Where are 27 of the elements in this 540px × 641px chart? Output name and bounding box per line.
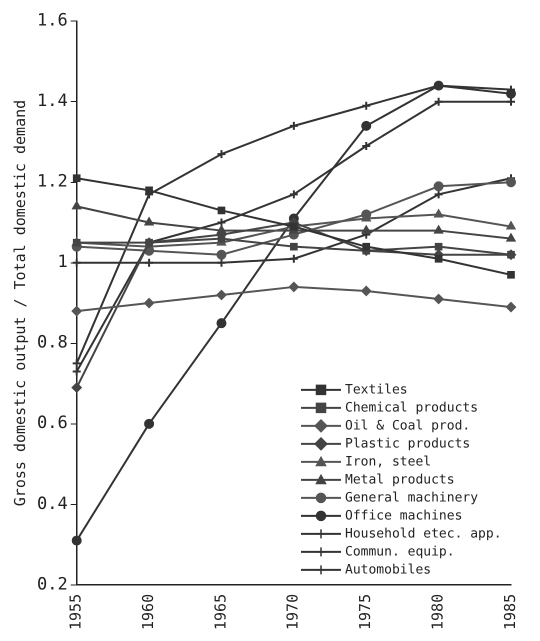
legend-label: General machinery (345, 490, 478, 506)
legend-label: Metal products (345, 472, 455, 488)
x-tick-label: 1980 (428, 594, 447, 630)
legend-label: Textiles (345, 382, 408, 398)
legend-label: Plastic products (345, 436, 470, 452)
legend-label: Office machines (345, 508, 462, 524)
x-tick-label: 1975 (356, 594, 374, 630)
y-tick-label: 1 (57, 252, 68, 272)
legend-label: Oil & Coal prod. (345, 418, 470, 434)
legend-label: Automobiles (345, 562, 432, 578)
legend-label: Iron, steel (345, 454, 432, 470)
x-tick-label: 1970 (284, 594, 302, 630)
legend-label: Chemical products (345, 400, 478, 416)
x-tick-label: 1960 (138, 594, 157, 630)
legend-label: Commun. equip. (345, 544, 455, 560)
y-tick-label: 0.6 (36, 413, 68, 434)
legend-label: Household etec. app. (345, 526, 502, 542)
y-tick-label: 0.2 (36, 574, 68, 594)
x-tick-label: 1965 (211, 594, 230, 630)
y-axis-title: Gross domestic output / Total domestic demand (10, 100, 29, 506)
y-tick-label: 1.2 (36, 172, 68, 192)
x-tick-label: 1985 (500, 594, 519, 630)
y-tick-label: 0.8 (36, 332, 68, 353)
y-tick-label: 1.4 (36, 91, 68, 112)
y-tick-label: 1.6 (36, 10, 68, 31)
y-tick-label: 0.4 (36, 494, 68, 514)
x-tick-label: 1955 (66, 594, 85, 630)
